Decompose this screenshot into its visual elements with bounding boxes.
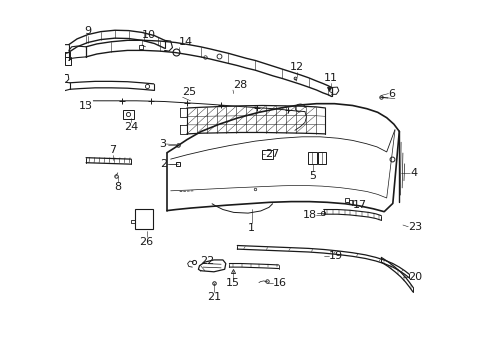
Text: 3: 3 <box>159 139 166 149</box>
Text: 18: 18 <box>302 210 316 220</box>
Text: 2: 2 <box>160 159 167 169</box>
Text: 20: 20 <box>407 272 422 282</box>
Text: 1: 1 <box>248 223 255 233</box>
Text: 4: 4 <box>409 168 416 178</box>
Text: 24: 24 <box>124 122 138 132</box>
Text: 15: 15 <box>225 278 240 288</box>
Text: 16: 16 <box>273 278 287 288</box>
Text: 27: 27 <box>265 149 279 159</box>
Text: 21: 21 <box>206 292 221 302</box>
Text: 23: 23 <box>407 222 422 232</box>
Bar <box>261 150 273 159</box>
Text: 11: 11 <box>323 73 337 83</box>
Text: 19: 19 <box>328 251 343 261</box>
Text: 8: 8 <box>114 182 121 192</box>
Text: 17: 17 <box>352 200 366 210</box>
Bar <box>134 209 153 229</box>
Bar <box>318 152 325 164</box>
Text: 25: 25 <box>182 87 196 97</box>
Text: 10: 10 <box>142 30 156 40</box>
Text: 9: 9 <box>84 26 91 36</box>
Bar <box>122 110 133 119</box>
Text: 7: 7 <box>109 145 117 155</box>
Text: 13: 13 <box>79 101 93 111</box>
Text: 26: 26 <box>139 237 153 247</box>
Text: 22: 22 <box>200 256 214 266</box>
Text: 5: 5 <box>309 171 316 181</box>
Bar <box>307 152 316 164</box>
Text: 12: 12 <box>289 62 303 72</box>
Text: 28: 28 <box>232 80 247 90</box>
Text: 6: 6 <box>387 89 395 99</box>
Text: 14: 14 <box>179 37 193 47</box>
